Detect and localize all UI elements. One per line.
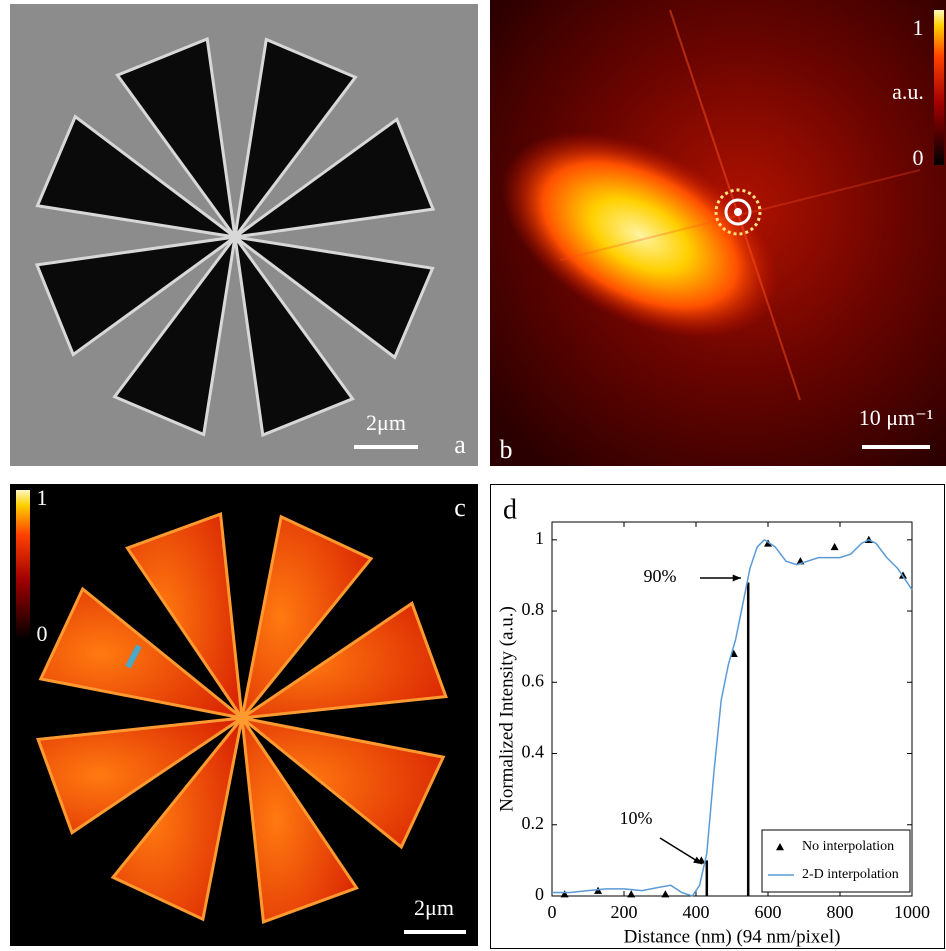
y-tick-label: 0.2	[522, 813, 545, 833]
scale-label: 10 μm⁻¹	[859, 405, 934, 430]
colorbar-min: 0	[913, 145, 924, 170]
panel-label: a	[454, 430, 466, 459]
colorbar-max: 1	[37, 485, 48, 510]
colorbar	[16, 490, 30, 640]
x-tick-label: 800	[827, 902, 854, 922]
page: {"panels": { "a": {"label": "a", "scale_…	[0, 0, 946, 951]
y-tick-label: 0.8	[522, 599, 545, 619]
colorbar-max: 1	[913, 15, 924, 40]
x-tick-label: 400	[683, 902, 710, 922]
y-axis-label: Normalized Intensity (a.u.)	[496, 606, 517, 812]
x-tick-label: 200	[611, 902, 638, 922]
scale-label: 2μm	[414, 895, 454, 920]
y-tick-label: 0.4	[522, 742, 545, 762]
colorbar	[934, 10, 944, 165]
x-tick-label: 0	[548, 902, 557, 922]
legend-label: No interpolation	[802, 839, 894, 854]
annotation: 90%	[644, 566, 677, 586]
y-tick-label: 0.6	[522, 670, 545, 690]
y-tick-label: 1	[535, 528, 544, 548]
annotation: 10%	[620, 808, 653, 828]
colorbar-unit: a.u.	[892, 79, 924, 104]
diffraction-center	[734, 208, 742, 216]
panel-label: b	[500, 435, 513, 464]
panel-label: c	[454, 493, 466, 522]
colorbar-min: 0	[37, 621, 48, 646]
x-tick-label: 1000	[894, 902, 930, 922]
x-tick-label: 600	[755, 902, 782, 922]
legend-label: 2-D interpolation	[802, 867, 899, 882]
figure: 2μm a 1 a.u. 0 10 μm⁻¹ b 1 0 c 2μm d Dis…	[0, 0, 946, 951]
x-axis-label: Distance (nm) (94 nm/pixel)	[624, 926, 841, 947]
panel-label: d	[503, 494, 517, 525]
scale-label: 2μm	[366, 410, 406, 435]
y-tick-label: 0	[535, 884, 544, 904]
